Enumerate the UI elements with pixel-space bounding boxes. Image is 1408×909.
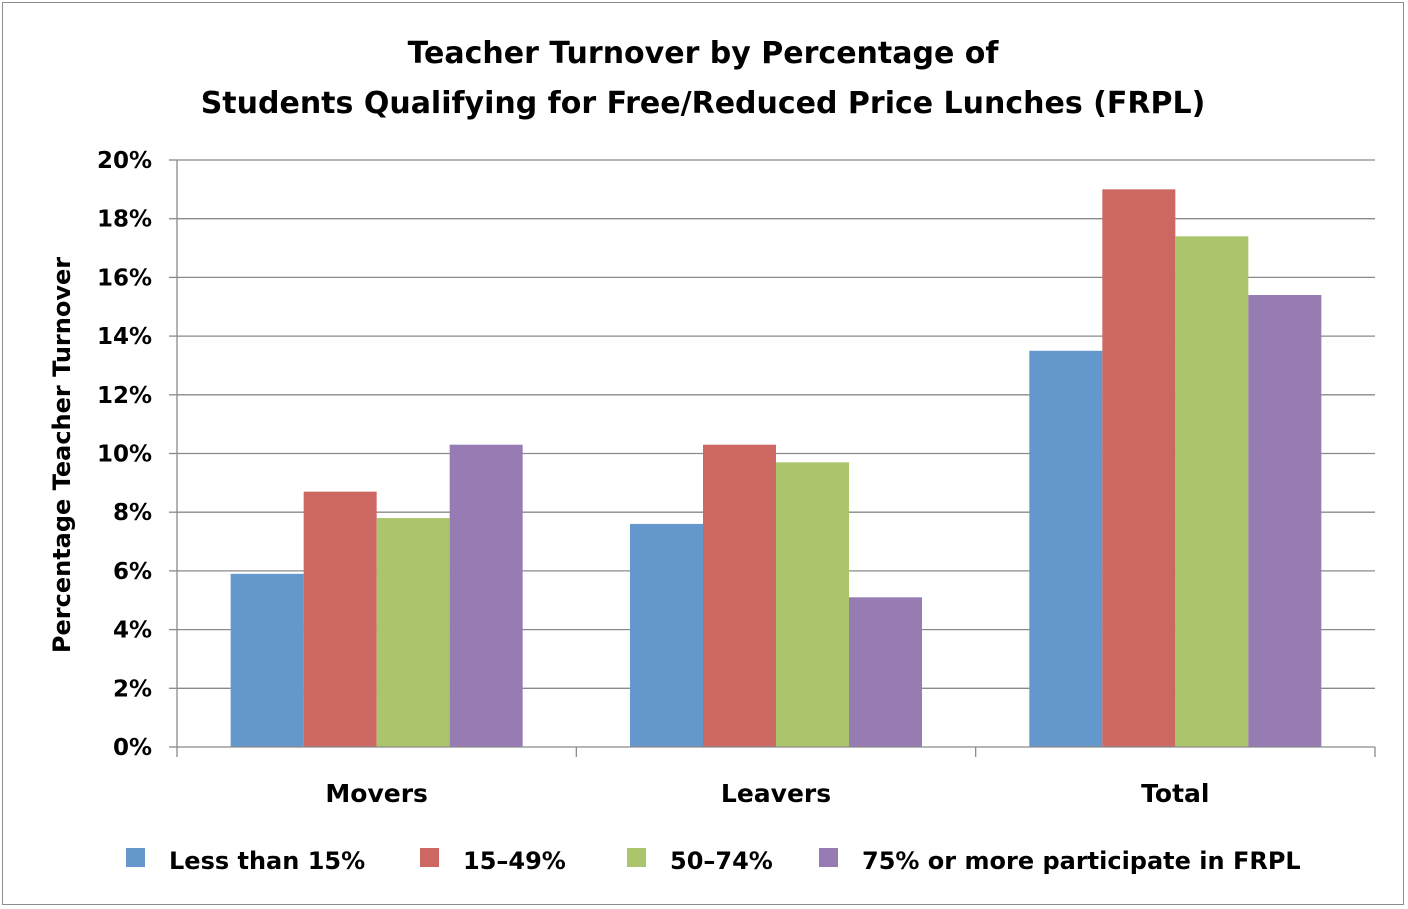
legend-item: 75% or more participate in FRPL (819, 847, 1301, 875)
x-category-label: Leavers (721, 779, 831, 808)
chart-title-line-2: Students Qualifying for Free/Reduced Pri… (201, 86, 1206, 121)
bar (376, 518, 450, 747)
bar (1029, 350, 1103, 747)
x-category-label: Total (1141, 779, 1209, 808)
y-tick-label: 18% (97, 207, 152, 233)
legend-label: 50–74% (670, 847, 773, 875)
bar (630, 523, 703, 747)
y-tick-label: 4% (113, 618, 152, 644)
y-tick-label: 0% (113, 735, 152, 761)
legend-label: Less than 15% (169, 847, 365, 875)
legend-swatch (420, 848, 439, 867)
legend-swatch (627, 848, 646, 867)
bar (1175, 236, 1249, 747)
legend: Less than 15% 15–49% 50–74% 75% or more par… (126, 847, 1301, 875)
y-tick-label: 12% (97, 383, 152, 409)
legend-item: Less than 15% (126, 847, 365, 875)
bar (849, 597, 922, 747)
bars (230, 189, 1322, 748)
bar (1102, 189, 1176, 748)
bar (1248, 295, 1322, 747)
y-tick-label: 16% (97, 265, 152, 291)
y-axis-label: Percentage Teacher Turnover (48, 257, 76, 653)
bar (449, 444, 523, 747)
y-tick-label: 2% (113, 676, 152, 702)
x-axis-categories: Movers Leavers Total (325, 779, 1209, 808)
x-category-label: Movers (325, 779, 428, 808)
legend-label: 75% or more participate in FRPL (862, 847, 1301, 875)
legend-item: 15–49% (420, 847, 566, 875)
y-tick-label: 6% (113, 559, 152, 585)
chart-title: Teacher Turnover by Percentage of Studen… (201, 36, 1206, 121)
legend-swatch (126, 848, 145, 867)
axes (176, 160, 1376, 757)
y-tick-label: 8% (113, 500, 152, 526)
legend-label: 15–49% (463, 847, 566, 875)
legend-item: 50–74% (627, 847, 773, 875)
bar (776, 462, 849, 747)
bar (230, 573, 304, 747)
bar (703, 444, 776, 747)
y-tick-label: 20% (97, 148, 152, 174)
legend-swatch (819, 848, 838, 867)
chart-title-line-1: Teacher Turnover by Percentage of (408, 36, 1000, 71)
y-tick-label: 14% (97, 324, 152, 350)
y-axis-ticks: 0% 2% 4% 6% 8% 10% 12% 14% 16% 18% 20% (97, 148, 177, 761)
bar (303, 491, 377, 747)
y-tick-label: 10% (97, 442, 152, 468)
